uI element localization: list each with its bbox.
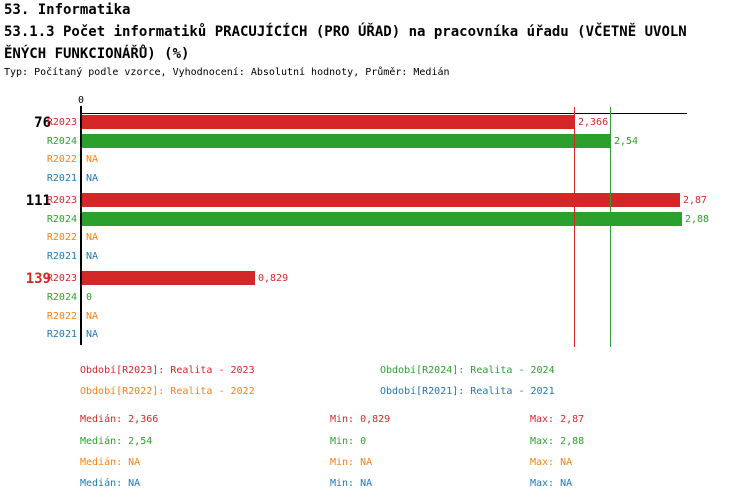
- median-line: [574, 107, 575, 347]
- series-label: R2021: [46, 329, 77, 341]
- stat-max-r2024: Max: 2,88: [530, 436, 585, 447]
- stat-min-r2022: Min: NA: [330, 457, 373, 468]
- stat-max-r2022: Max: NA: [530, 457, 573, 468]
- group-label: 139: [25, 271, 51, 288]
- stat-median-r2024: Medián: 2,54: [80, 436, 153, 447]
- indicator-meta: Typ: Počítaný podle vzorce, Vyhodnocení:…: [4, 67, 450, 78]
- series-label: R2024: [46, 292, 77, 303]
- stat-median-r2021: Medián: NA: [80, 478, 141, 489]
- series-label: R2023: [46, 195, 77, 207]
- bar-r2023: [82, 193, 680, 208]
- group-label: 76: [34, 115, 51, 131]
- stat-max-r2023: Max: 2,87: [530, 414, 585, 425]
- indicator-title-line1: 53.1.3 Počet informatiků PRACUJÍCÍCH (PR…: [4, 24, 687, 40]
- bar-r2024: [82, 211, 682, 226]
- bar-value-label: 0: [86, 292, 93, 303]
- stat-min-r2023: Min: 0,829: [330, 414, 391, 425]
- series-label: R2021: [46, 251, 77, 262]
- bar-value-label: NA: [86, 154, 99, 166]
- stat-median-r2022: Medián: NA: [80, 457, 141, 468]
- bar-value-label: NA: [86, 232, 99, 244]
- series-label: R2021: [46, 172, 77, 184]
- series-label: R2022: [46, 310, 77, 322]
- bar-value-label: 2,366: [578, 117, 609, 128]
- bar-value-label: NA: [86, 329, 99, 341]
- section-title: 53. Informatika: [4, 2, 131, 18]
- x-axis-top-line: [81, 113, 687, 114]
- series-label: R2024: [46, 135, 77, 147]
- bar-value-label: 2,87: [683, 195, 708, 207]
- legend-item-r2023: Období[R2023]: Realita - 2023: [80, 365, 255, 376]
- bar-r2023: [82, 115, 575, 129]
- bar-value-label: 0,829: [258, 273, 289, 285]
- stat-median-r2023: Medián: 2,366: [80, 414, 159, 425]
- legend-item-r2024: Období[R2024]: Realita - 2024: [380, 365, 555, 376]
- bar-value-label: NA: [86, 172, 99, 184]
- bar-value-label: 2,54: [614, 135, 639, 147]
- series-label: R2022: [46, 154, 77, 166]
- bar-value-label: NA: [86, 251, 99, 262]
- series-label: R2024: [46, 213, 77, 225]
- legend-item-r2021: Období[R2021]: Realita - 2021: [380, 386, 555, 397]
- series-label: R2022: [46, 232, 77, 244]
- bar-r2023: [82, 271, 255, 286]
- series-label: R2023: [46, 117, 77, 128]
- stat-min-r2021: Min: NA: [330, 478, 373, 489]
- bar-value-label: 2,88: [685, 213, 710, 225]
- indicator-title-line2: ĚNÝCH FUNKCIONÁŘŮ) (%): [4, 46, 190, 62]
- median-line: [610, 107, 611, 347]
- x-axis-zero-label: 0: [77, 95, 85, 106]
- stat-min-r2024: Min: 0: [330, 436, 367, 447]
- bar-r2024: [82, 133, 612, 148]
- y-axis-line: [80, 106, 82, 345]
- stat-max-r2021: Max: NA: [530, 478, 573, 489]
- group-label: 111: [25, 193, 51, 210]
- legend-item-r2022: Období[R2022]: Realita - 2022: [80, 386, 255, 397]
- series-label: R2023: [46, 273, 77, 285]
- bar-value-label: NA: [86, 310, 99, 322]
